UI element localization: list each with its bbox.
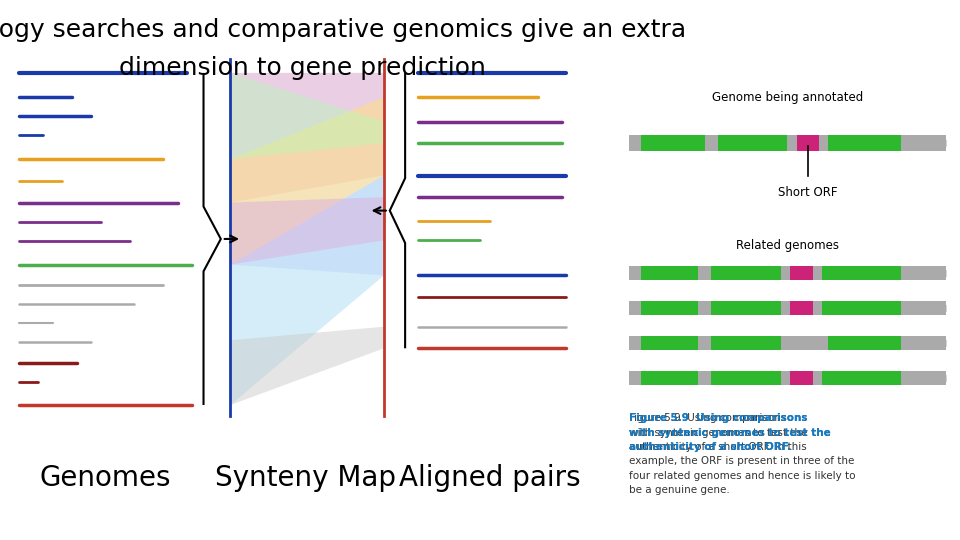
Bar — [705, 135, 717, 151]
Bar — [699, 371, 711, 385]
Text: dimension to gene prediction: dimension to gene prediction — [119, 56, 486, 79]
Bar — [641, 135, 705, 151]
Text: Figure 5.9  Using comparisons
with syntenic genomes to test the
authenticity of : Figure 5.9 Using comparisons with synten… — [629, 413, 830, 452]
Bar — [901, 371, 946, 385]
Bar — [629, 371, 641, 385]
Bar — [901, 336, 946, 350]
Bar — [822, 301, 901, 315]
Bar — [641, 371, 699, 385]
Polygon shape — [230, 73, 384, 202]
Polygon shape — [230, 197, 384, 265]
Bar — [641, 301, 699, 315]
Text: Genome being annotated: Genome being annotated — [711, 91, 863, 104]
Text: Figure 5.9  Using comparisons
with syntenic genomes to test the
authenticity of : Figure 5.9 Using comparisons with synten… — [629, 413, 855, 495]
Text: Figure 5.9  Using comparisons
with syntenic genomes to test the
authenticity of : Figure 5.9 Using comparisons with synten… — [629, 413, 830, 452]
Polygon shape — [230, 97, 384, 265]
Bar — [901, 135, 946, 151]
Text: Aligned pairs: Aligned pairs — [398, 464, 581, 492]
Bar — [629, 301, 641, 315]
Polygon shape — [230, 327, 384, 405]
Bar — [819, 135, 828, 151]
Bar — [828, 336, 901, 350]
Text: Related genomes: Related genomes — [735, 239, 839, 252]
Text: Synteny Map: Synteny Map — [215, 464, 396, 492]
Bar — [629, 135, 641, 151]
Bar — [822, 371, 901, 385]
Bar — [780, 266, 790, 280]
Bar — [629, 266, 641, 280]
Bar — [780, 371, 790, 385]
Bar — [641, 336, 699, 350]
Polygon shape — [230, 176, 384, 405]
Bar — [711, 371, 780, 385]
Text: Homology searches and comparative genomics give an extra: Homology searches and comparative genomi… — [0, 18, 686, 42]
Text: Genomes: Genomes — [40, 464, 171, 492]
Bar — [780, 301, 790, 315]
Bar — [699, 266, 711, 280]
Bar — [822, 266, 901, 280]
Bar — [901, 266, 946, 280]
Bar — [717, 135, 787, 151]
Bar — [828, 135, 901, 151]
Bar — [711, 301, 780, 315]
Polygon shape — [230, 73, 384, 159]
Text: Short ORF: Short ORF — [778, 186, 837, 199]
Bar — [699, 301, 711, 315]
Bar — [812, 371, 822, 385]
Bar — [641, 266, 699, 280]
Bar — [629, 336, 641, 350]
Bar — [711, 336, 780, 350]
Bar — [790, 301, 812, 315]
Bar — [797, 135, 819, 151]
Bar — [780, 336, 828, 350]
Bar — [812, 266, 822, 280]
Bar — [790, 371, 812, 385]
Bar — [711, 266, 780, 280]
Polygon shape — [230, 73, 384, 275]
Bar — [812, 301, 822, 315]
Bar — [901, 301, 946, 315]
Bar — [790, 266, 812, 280]
Bar — [699, 336, 711, 350]
Bar — [787, 135, 797, 151]
